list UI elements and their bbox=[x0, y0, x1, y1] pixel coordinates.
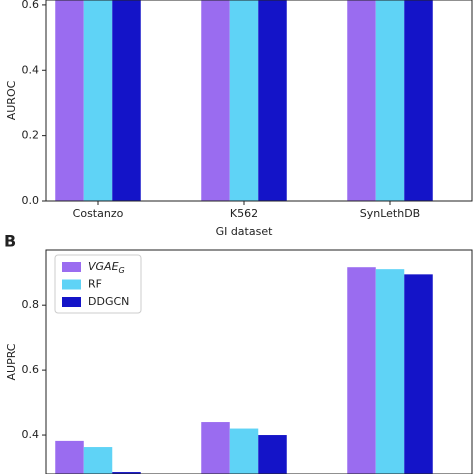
y-tick-label: 0.4 bbox=[22, 428, 40, 441]
bar bbox=[112, 472, 141, 474]
legend-label-sub: G bbox=[119, 266, 125, 275]
panel-label: B bbox=[4, 232, 16, 251]
bar bbox=[55, 440, 84, 474]
legend-label: VGAEG bbox=[88, 260, 125, 275]
legend-label: DDGCN bbox=[88, 295, 129, 308]
legend-swatch bbox=[62, 297, 81, 307]
bar bbox=[55, 0, 84, 201]
bar bbox=[229, 0, 259, 201]
x-axis-label: GI dataset bbox=[216, 225, 274, 238]
y-tick-label: 0.2 bbox=[22, 129, 40, 142]
bar bbox=[201, 422, 230, 474]
bar bbox=[258, 435, 287, 474]
legend-label-main: VGAE bbox=[88, 260, 119, 273]
bar bbox=[83, 0, 113, 201]
bars bbox=[55, 0, 433, 201]
bar bbox=[229, 428, 259, 474]
bar bbox=[258, 0, 287, 201]
bar bbox=[347, 0, 376, 201]
y-tick-label: 0.6 bbox=[22, 0, 40, 11]
y-tick-label: 0.6 bbox=[22, 363, 40, 376]
bar bbox=[404, 274, 433, 474]
x-tick-label: K562 bbox=[230, 207, 258, 220]
legend-swatch bbox=[62, 279, 81, 290]
legend-swatch bbox=[62, 262, 81, 272]
axes-frame bbox=[45, 0, 473, 202]
bar bbox=[83, 447, 113, 474]
x-tick-label: SynLethDB bbox=[360, 207, 420, 220]
y-axis-label: AUROC bbox=[5, 80, 18, 120]
y-axis-label: AUPRC bbox=[5, 343, 18, 380]
bars bbox=[55, 267, 433, 474]
axes-frame bbox=[45, 249, 473, 474]
legend-label: RF bbox=[88, 278, 102, 291]
bar bbox=[375, 0, 405, 201]
bar bbox=[112, 0, 141, 201]
y-tick-label: 0.4 bbox=[22, 63, 40, 76]
y-tick-label: 0.0 bbox=[22, 194, 40, 207]
bar bbox=[375, 269, 405, 474]
y-tick-label: 0.8 bbox=[22, 298, 40, 311]
bar bbox=[347, 267, 376, 474]
x-tick-label: Costanzo bbox=[73, 207, 124, 220]
bar bbox=[201, 0, 230, 201]
bar bbox=[404, 0, 433, 201]
